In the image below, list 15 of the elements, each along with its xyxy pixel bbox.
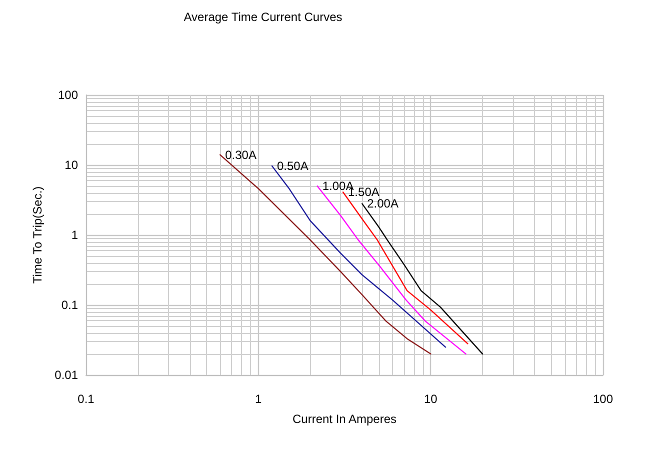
series-label: 0.30A <box>225 148 256 162</box>
x-tick-label: 0.1 <box>78 392 95 406</box>
series-label: 2.00A <box>367 196 398 211</box>
y-tick-label: 0.1 <box>61 298 78 312</box>
y-tick-label: 10 <box>64 158 78 172</box>
y-tick-label: 1 <box>71 228 78 242</box>
y-axis-title: Time To Trip(Sec.) <box>30 186 45 284</box>
x-tick-label: 1 <box>254 392 262 406</box>
y-tick-label: 0.01 <box>54 368 78 382</box>
y-tick-label: 100 <box>58 88 78 102</box>
x-axis-title: Current In Amperes <box>292 412 397 426</box>
series-label: 0.50A <box>276 158 308 173</box>
x-tick-label: 10 <box>424 392 438 406</box>
x-tick-label: 100 <box>592 392 614 406</box>
chart-title: Average Time Current Curves <box>184 10 342 24</box>
